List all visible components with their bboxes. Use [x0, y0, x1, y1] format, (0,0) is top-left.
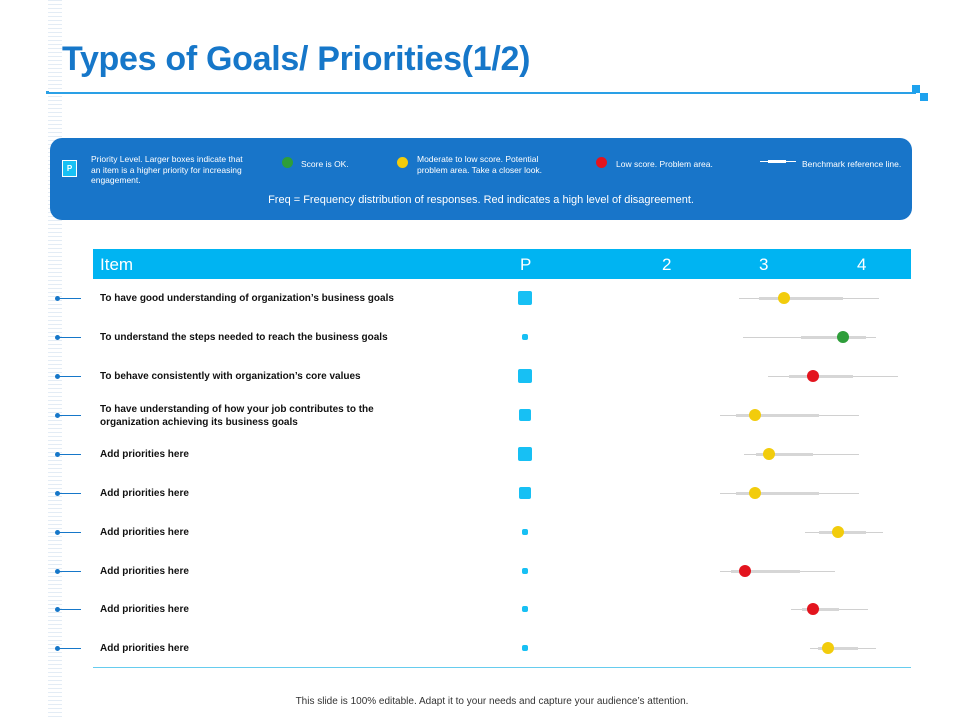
row-marker-dot [55, 374, 60, 379]
score-dot-low [807, 370, 820, 382]
row-item-label: Add priorities here [100, 488, 189, 499]
legend-panel: P Priority Level. Larger boxes indicate … [50, 138, 912, 220]
header-4: 4 [857, 255, 867, 274]
frequency-bar [735, 492, 819, 495]
table-row: To have good understanding of organizati… [0, 279, 960, 317]
row-marker-line [59, 415, 81, 416]
priority-box [518, 447, 532, 461]
frequency-bar [755, 453, 813, 456]
ok-legend-text: Score is OK. [301, 159, 349, 169]
header-p: P [520, 255, 532, 274]
page-title: Types of Goals/ Priorities(1/2) [62, 40, 531, 78]
row-marker-line [59, 337, 81, 338]
row-marker-line [59, 493, 81, 494]
frequency-bar [731, 570, 801, 573]
row-marker-dot [55, 491, 60, 496]
header-3: 3 [759, 255, 769, 274]
moderate-dot-icon [397, 157, 408, 168]
score-dot-moderate [778, 292, 790, 304]
header-2: 2 [662, 255, 672, 274]
priority-box [522, 529, 528, 535]
score-dot-moderate [821, 642, 834, 654]
score-dot-low [739, 565, 751, 577]
priority-box [522, 568, 528, 574]
low-dot-icon [596, 157, 607, 168]
low-legend-text: Low score. Problem area. [616, 159, 713, 169]
row-item-label: Add priorities here [100, 643, 189, 654]
row-marker-dot [55, 607, 60, 612]
title-underline [46, 91, 916, 94]
frequency-note: Freq = Frequency distribution of respons… [268, 194, 694, 206]
ok-dot-icon [282, 157, 293, 168]
score-dot-moderate [763, 448, 776, 460]
score-dot-ok [836, 331, 849, 343]
frequency-bar [735, 414, 819, 417]
row-marker-line [59, 454, 81, 455]
row-item-label: Add priorities here [100, 449, 189, 460]
row-marker-line [59, 571, 81, 572]
table-row: Add priorities here [0, 590, 960, 628]
row-marker-dot [55, 530, 60, 535]
score-dot-low [807, 603, 820, 615]
row-item-label: To have good understanding of organizati… [100, 293, 394, 304]
footer-note: This slide is 100% editable. Adapt it to… [295, 696, 689, 707]
table-bottom-rule [93, 667, 911, 668]
row-marker-line [59, 376, 81, 377]
score-dot-moderate [748, 409, 761, 421]
row-item-label: To behave consistently with organization… [100, 371, 361, 382]
frequency-bar [801, 336, 867, 339]
row-marker-dot [55, 646, 60, 651]
table-row: To have understanding of how your job co… [0, 396, 960, 434]
row-marker-dot [55, 569, 60, 574]
row-marker-dot [55, 296, 60, 301]
table-row: Add priorities here [0, 552, 960, 590]
row-item-label: Add priorities here [100, 604, 189, 615]
table-row: To behave consistently with organization… [0, 357, 960, 395]
priority-legend-box: P [62, 160, 77, 177]
row-marker-dot [55, 335, 60, 340]
table-row: Add priorities here [0, 513, 960, 551]
frequency-bar [817, 647, 858, 650]
frequency-bar [788, 375, 854, 378]
table-row: Add priorities here [0, 435, 960, 473]
table-row: Add priorities here [0, 629, 960, 667]
priority-box [522, 334, 528, 340]
priority-box [518, 291, 532, 305]
frequency-bar [759, 297, 844, 300]
row-marker-dot [55, 413, 60, 418]
row-marker-line [59, 298, 81, 299]
row-marker-line [59, 648, 81, 649]
corner-square-decoration [912, 85, 920, 93]
row-item-label: To understand the steps needed to reach … [100, 332, 388, 343]
priority-box [522, 606, 528, 612]
table-row: To understand the steps needed to reach … [0, 318, 960, 356]
table-row: Add priorities here [0, 474, 960, 512]
corner-square-decoration-2 [920, 93, 928, 101]
header-item: Item [100, 255, 134, 274]
row-marker-dot [55, 452, 60, 457]
priority-box [519, 409, 531, 421]
priority-legend-text: Priority Level. Larger boxes indicate th… [91, 154, 243, 185]
row-item-label: To have understanding of how your job co… [100, 404, 374, 428]
priority-box [518, 369, 532, 383]
score-dot-moderate [748, 487, 761, 499]
table-header: Item P 2 3 4 [93, 249, 911, 279]
benchmark-legend-text: Benchmark reference line. [802, 159, 902, 169]
row-marker-line [59, 532, 81, 533]
priority-box [522, 645, 528, 651]
row-item-label: Add priorities here [100, 566, 189, 577]
moderate-legend-text: Moderate to low score. Potential problem… [417, 154, 543, 175]
frequency-bar [802, 608, 840, 611]
row-marker-line [59, 609, 81, 610]
score-dot-moderate [831, 526, 844, 538]
priority-box [519, 487, 531, 499]
row-item-label: Add priorities here [100, 527, 189, 538]
benchmark-line-icon [760, 160, 796, 163]
